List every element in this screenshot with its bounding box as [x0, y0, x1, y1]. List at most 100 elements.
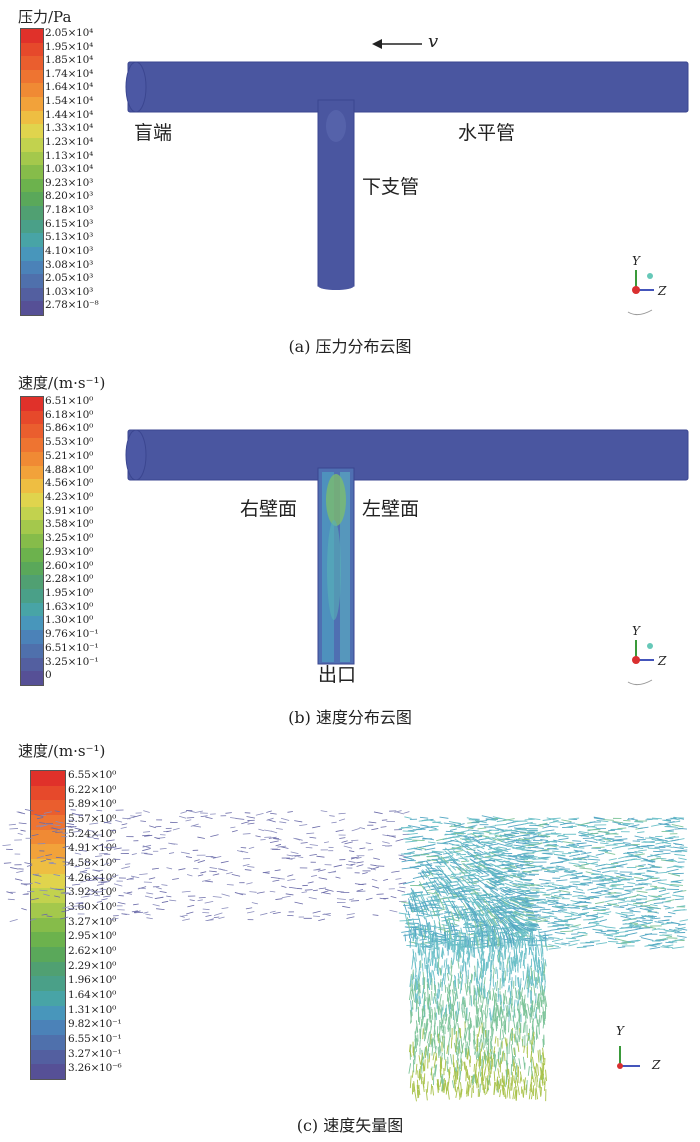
velocity-vector [490, 1022, 493, 1030]
velocity-vector [595, 864, 606, 867]
velocity-vector [444, 1079, 447, 1092]
velocity-vector [133, 903, 139, 906]
velocity-vector [467, 1049, 470, 1058]
velocity-vector [424, 944, 436, 948]
velocity-vector [673, 865, 683, 869]
velocity-vector [409, 1075, 412, 1089]
velocity-vector [439, 1064, 442, 1076]
velocity-vector [571, 926, 579, 928]
velocity-vector [554, 894, 565, 899]
velocity-vector [518, 898, 531, 902]
velocity-vector [46, 915, 53, 918]
velocity-vector [521, 904, 532, 908]
label-left-wall: 左壁面 [362, 498, 420, 520]
velocity-vector [553, 839, 563, 843]
velocity-vector [454, 1075, 457, 1085]
velocity-vector [613, 880, 623, 882]
velocity-vector [654, 921, 664, 924]
velocity-vector [537, 956, 540, 965]
scale-label: 3.60×10⁰ [68, 901, 117, 913]
velocity-vector [426, 897, 431, 905]
velocity-vector [592, 873, 603, 875]
velocity-vector [545, 1069, 547, 1082]
velocity-vector [534, 1088, 537, 1100]
velocity-vector [51, 827, 61, 831]
velocity-vector [488, 879, 499, 887]
velocity-vector [485, 883, 494, 890]
velocity-vector [424, 905, 429, 916]
axis-z-label-b: Z [658, 654, 667, 668]
velocity-vector [49, 862, 57, 865]
velocity-vector [213, 916, 220, 919]
velocity-vector [665, 835, 676, 839]
velocity-vector [496, 827, 508, 832]
velocity-vector [446, 938, 448, 951]
velocity-vector [466, 922, 470, 930]
velocity-vector [569, 844, 578, 848]
velocity-vector [652, 817, 662, 820]
velocity-vector [451, 900, 456, 908]
velocity-vector [503, 942, 506, 953]
velocity-vector [121, 866, 131, 870]
velocity-vector [422, 1062, 425, 1071]
velocity-vector [614, 838, 628, 841]
velocity-vector [34, 814, 44, 817]
velocity-vector [333, 864, 343, 868]
scale-swatch [21, 29, 43, 44]
velocity-vector [431, 854, 443, 857]
velocity-vector [522, 879, 531, 882]
velocity-vector [446, 906, 451, 915]
velocity-vector [489, 1012, 492, 1023]
velocity-vector [620, 942, 632, 944]
velocity-vector [470, 1079, 472, 1088]
velocity-vector [399, 886, 406, 889]
velocity-vector [489, 935, 492, 945]
velocity-vector [230, 826, 236, 829]
velocity-vector [664, 907, 675, 910]
velocity-vector [472, 838, 480, 844]
velocity-vector [528, 940, 530, 952]
velocity-vector [439, 1008, 443, 1021]
velocity-vector [481, 1072, 484, 1085]
velocity-vector [529, 935, 532, 947]
velocity-vector [451, 940, 454, 953]
velocity-vector [627, 882, 636, 885]
velocity-vector [480, 1077, 483, 1086]
velocity-vector [474, 899, 482, 908]
velocity-vector [323, 841, 330, 844]
velocity-vector [185, 819, 192, 822]
velocity-vector [512, 1015, 516, 1029]
velocity-vector [398, 825, 412, 830]
velocity-vector [535, 830, 548, 834]
pressure-color-scale [20, 28, 44, 316]
velocity-vector [477, 842, 485, 847]
velocity-vector [439, 1045, 442, 1054]
scale-swatch [21, 616, 43, 631]
velocity-vector [564, 915, 573, 918]
velocity-vector [535, 1025, 538, 1036]
velocity-vector [429, 906, 443, 909]
velocity-vector [542, 938, 554, 940]
velocity-vector [193, 867, 199, 870]
velocity-vector [101, 898, 108, 901]
velocity-vector [624, 932, 638, 936]
velocity-vector [391, 870, 400, 873]
velocity-vector [650, 885, 658, 888]
scale-swatch [31, 815, 65, 831]
velocity-vector [466, 848, 476, 851]
velocity-vector [507, 923, 514, 932]
velocity-vector [60, 916, 69, 920]
velocity-vector [356, 861, 364, 864]
velocity-vector [464, 997, 467, 1008]
velocity-vector [464, 909, 470, 921]
velocity-vector [499, 995, 502, 1005]
scale-label: 6.55×10⁻¹ [68, 1033, 122, 1045]
velocity-vector [618, 823, 629, 827]
velocity-vector [192, 825, 202, 828]
velocity-vector [478, 970, 482, 981]
velocity-vector [305, 846, 313, 849]
scale-swatch [21, 137, 43, 153]
velocity-vector [410, 929, 412, 939]
velocity-vector [498, 936, 501, 946]
scale-swatch [21, 178, 43, 193]
